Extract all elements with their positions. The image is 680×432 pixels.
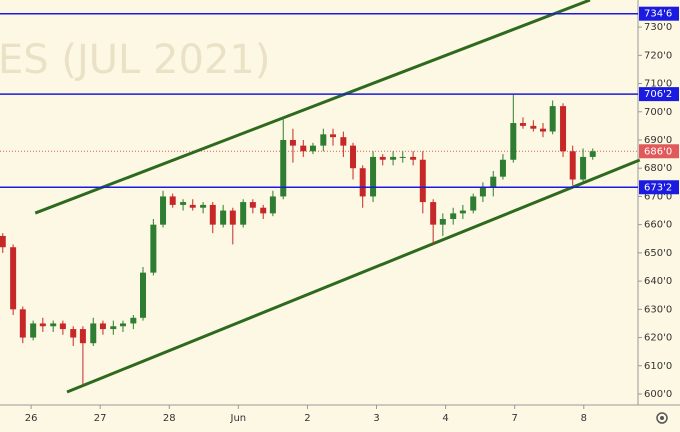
candle-body [160,196,167,225]
candle-body [119,323,126,327]
y-tick-label: 700'0 [644,107,672,118]
x-tick-label: 26 [25,413,38,424]
candle-body [70,329,77,338]
candle-body [479,187,486,197]
candle-body [280,139,287,197]
candle-body [309,145,316,152]
candle-body [50,323,57,327]
candle-body [19,309,26,338]
level-label: 734'6 [644,9,672,20]
candle-body [169,196,176,205]
candle-body [450,213,457,220]
candle-body [200,204,207,208]
candle-body [560,106,567,152]
y-tick-label: 690'0 [644,135,672,146]
level-label: 706'2 [644,89,672,100]
candle-body [30,323,37,338]
candle-body [150,224,157,273]
candle-body [540,128,547,132]
candle-body [470,196,477,211]
candle-body [329,134,336,138]
trend-line [66,158,641,394]
x-tick-label: 3 [373,413,379,424]
candle-body [569,151,576,180]
candle-body [350,145,357,169]
x-tick-label: 28 [163,413,176,424]
candle-body [359,168,366,197]
level-label-box [639,180,679,195]
watermark: ES (JUL 2021) [0,37,270,83]
candle-body [189,204,196,208]
y-tick-label: 680'0 [644,163,672,174]
candle-body [399,156,406,158]
candle-body [419,159,426,203]
candle-body [10,247,17,310]
x-tick-label: Jun [230,413,247,424]
x-tick-label: 8 [581,413,587,424]
candle-body [459,210,466,214]
y-tick-label: 610'0 [644,361,672,372]
last-price-box [639,144,679,159]
candle-body [130,317,137,324]
candle-body [140,272,147,318]
y-tick-label: 640'0 [644,276,672,287]
candle-body [390,156,397,160]
candle-body [530,125,537,129]
candle-body [379,156,386,160]
candle-body [370,156,377,197]
y-tick-label: 710'0 [644,79,672,90]
x-tick-label: 2 [304,413,310,424]
candle-body [410,156,417,160]
candle-body [209,204,216,225]
candle-body [79,329,86,344]
last-price-label: 686'0 [644,146,672,157]
plot-area [0,0,641,394]
candle-body [589,151,596,157]
candle-body [0,235,6,248]
candle-body [519,123,526,126]
y-tick-label: 600'0 [644,389,672,400]
level-label: 673'2 [644,182,672,193]
y-tick-label: 650'0 [644,248,672,259]
candle-body [249,202,256,208]
candle-body [580,156,587,180]
candle-body [340,137,347,146]
level-label-box [639,87,679,102]
candle-body [110,326,117,330]
candle-body [99,323,106,330]
x-tick-label: 27 [94,413,107,424]
y-tick-label: 730'0 [644,22,672,33]
candle-body [260,207,267,214]
candle-body [549,106,556,132]
candle-body [499,159,506,177]
candle-body [39,323,46,327]
x-tick-label: 7 [511,413,517,424]
candle-body [510,123,517,160]
trend-line [34,0,591,215]
candle-body [180,202,187,205]
y-tick-label: 620'0 [644,333,672,344]
candle-body [300,145,307,152]
candle-body [240,202,247,225]
y-tick-label: 630'0 [644,304,672,315]
y-tick-label: 720'0 [644,50,672,61]
x-tick-label: 4 [442,413,448,424]
level-label-box [639,6,679,21]
y-tick-label: 670'0 [644,191,672,202]
y-tick-label: 660'0 [644,220,672,231]
candle-body [439,219,446,225]
candle-body [289,139,296,146]
candle-body [320,134,327,146]
candle-body [269,196,276,214]
settings-icon[interactable] [656,412,668,424]
candle-body [490,176,497,188]
candle-body [220,210,227,225]
candle-body [90,323,97,344]
candle-body [229,210,236,225]
candle-body [59,323,66,330]
candle-body [430,202,437,225]
